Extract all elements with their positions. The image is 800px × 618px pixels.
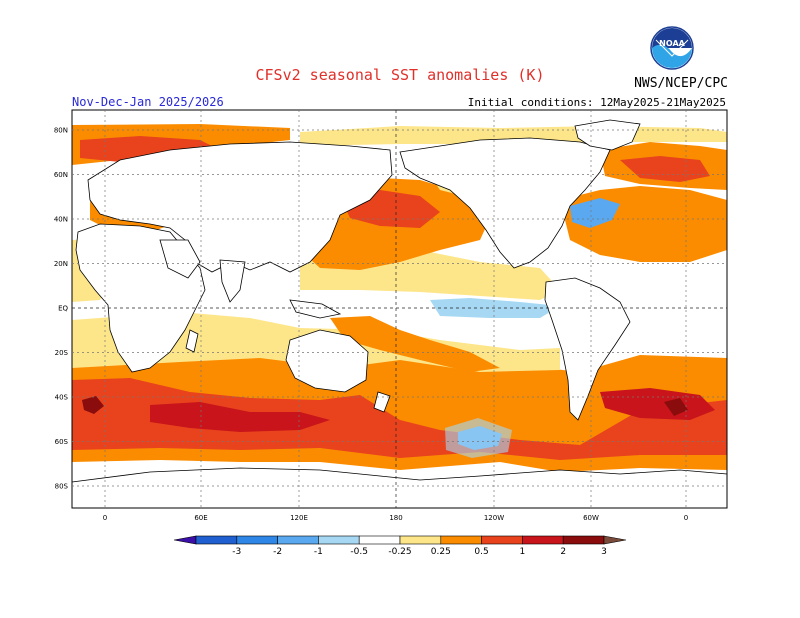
land-north-america (399, 137, 611, 269)
colorbar-label: -3 (232, 547, 241, 557)
anomaly-region (82, 396, 104, 414)
colorbar-swatch (173, 535, 197, 545)
colorbar-label: 2 (560, 547, 566, 557)
lat-tick-label: EQ (58, 305, 68, 313)
lat-tick-label: 40N (54, 216, 68, 224)
colorbar-swatch (277, 535, 319, 545)
land-indonesia (289, 299, 342, 319)
map-title: CFSv2 seasonal SST anomalies (K) (255, 66, 545, 84)
colorbar-label: 0.25 (431, 547, 451, 557)
lon-tick-label: 180 (389, 514, 402, 522)
colorbar-swatch (195, 535, 238, 545)
anomaly-region (664, 398, 688, 416)
lon-tick-label: 120W (484, 514, 504, 522)
lat-tick-label: 40S (55, 394, 69, 402)
lat-tick-label: 60N (54, 171, 68, 179)
noaa-logo-icon: NOAA (650, 26, 694, 70)
colorbar-label: -2 (273, 547, 282, 557)
anomaly-region (150, 402, 330, 432)
land-greenland (574, 119, 641, 151)
lon-tick-label: 120E (290, 514, 308, 522)
lon-tick-label: 60E (194, 514, 207, 522)
lat-tick-label: 60S (55, 438, 69, 446)
gridlines (72, 110, 727, 508)
colorbar-swatch (522, 535, 564, 545)
land-madagascar (185, 329, 199, 353)
anomaly-region (72, 378, 727, 460)
colorbar-swatch (603, 535, 627, 545)
colorbar-swatch (562, 535, 605, 545)
logo-text: NOAA (659, 39, 685, 48)
colorbar-swatch (236, 535, 278, 545)
colorbar-label: 3 (601, 547, 607, 557)
colorbar: -3 -2 -1 -0.5 -0.25 0.25 0.5 1 2 3 (173, 535, 627, 557)
initial-conditions-label: Initial conditions: 12May2025-21May2025 (467, 96, 726, 109)
lat-labels: 80N 60N 40N 20N EQ 20S 40S 60S 80S (54, 127, 69, 491)
map-frame (71, 109, 728, 509)
colorbar-swatch (481, 535, 523, 545)
anomaly-region (570, 198, 620, 228)
colorbar-label: -0.25 (388, 547, 411, 557)
colorbar-swatch (358, 535, 401, 545)
colorbar-swatch (440, 535, 482, 545)
lon-tick-label: 60W (583, 514, 599, 522)
land-india (219, 259, 246, 303)
anomaly-region (330, 316, 500, 372)
colorbar-label: 1 (520, 547, 526, 557)
colorbar-label: -0.5 (350, 547, 368, 557)
lon-tick-label: 0 (684, 514, 688, 522)
lon-tick-label: 0 (103, 514, 107, 522)
season-label: Nov-Dec-Jan 2025/2026 (72, 95, 224, 109)
lat-tick-label: 80S (55, 483, 69, 491)
lat-tick-label: 80N (54, 127, 68, 135)
land-australia (285, 329, 369, 393)
agency-label: NWS/NCEP/CPC (634, 76, 728, 91)
lat-tick-label: 20N (54, 260, 68, 268)
land-arabia (159, 239, 201, 279)
colorbar-label: 0.5 (474, 547, 488, 557)
colorbar-swatch (399, 535, 442, 545)
colorbar-swatch (318, 535, 360, 545)
anomaly-region (620, 156, 710, 182)
anomaly-region (445, 418, 512, 458)
land-south-america (544, 277, 631, 421)
lon-labels: 0 60E 120E 180 120W 60W 0 (103, 514, 688, 522)
colorbar-label: -1 (314, 547, 323, 557)
land-antarctica (72, 467, 727, 508)
lat-tick-label: 20S (55, 349, 69, 357)
